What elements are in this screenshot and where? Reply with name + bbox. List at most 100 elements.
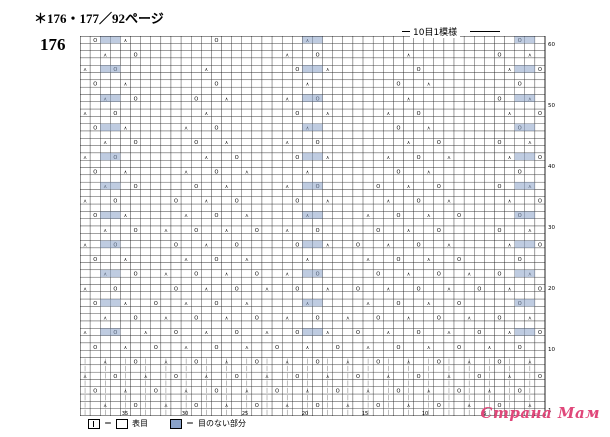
chart-cell [302,306,313,314]
chart-cell [130,342,141,351]
chart-cell [474,357,485,366]
chart-cell [393,72,404,81]
chart-cell [443,101,455,110]
chart-cell [110,160,121,168]
blank-cell [100,299,121,307]
chart-cell [150,284,162,292]
chart-cell [251,371,263,380]
chart-cell [504,291,515,300]
chart-cell [261,320,273,329]
chart-cell [191,350,202,358]
chart-cell [372,393,384,402]
chart-cell [433,291,445,300]
chart-cell [372,218,384,227]
chart-cell [271,393,283,402]
chart-cell [271,189,283,197]
chart-cell [484,196,495,205]
chart-cell [251,291,263,300]
chart-cell [110,130,121,139]
chart-cell [180,174,192,183]
chart-cell [423,65,434,73]
chart-cell [372,94,384,102]
chart-cell [494,101,505,110]
stitch-symbol: ⋏ [508,199,512,205]
chart-cell [453,203,465,212]
chart-cell [221,101,232,110]
chart-cell [433,43,445,51]
chart-cell [383,138,394,146]
chart-cell [362,196,374,205]
chart-cell [413,364,424,373]
chart-cell [504,94,515,102]
chart-cell [201,335,212,344]
chart-cell [211,50,222,59]
chart-cell [352,43,364,51]
chart-cell [231,116,242,124]
chart-cell [251,350,263,358]
chart-cell [413,130,424,139]
chart-cell [150,291,162,300]
chart-cell [393,218,404,227]
chart-cell [261,86,273,95]
chart-cell [383,145,394,154]
chart-cell [130,167,141,176]
chart-cell [160,328,172,336]
chart-cell [150,65,162,73]
chart-cell [413,94,424,102]
chart-cell [403,298,414,307]
chart-cell [433,72,445,81]
stitch-symbol: O [295,286,299,292]
chart-cell [292,130,303,139]
chart-cell [89,233,101,241]
chart-cell [423,240,434,249]
row-number: 40 [548,164,555,170]
chart-cell [211,72,222,81]
chart-cell [271,130,283,139]
chart-cell [342,328,354,336]
chart-cell [484,284,495,292]
chart-cell [251,298,263,307]
chart-cell [463,181,475,190]
chart-cell [110,145,121,154]
chart-cell [292,313,303,322]
chart-cell [110,255,121,263]
chart-cell [100,335,111,344]
chart-cell [100,79,111,88]
chart-cell [150,313,162,322]
chart-cell [281,101,293,110]
chart-cell [251,284,263,292]
legend: ＝ 表目 ＝ 目のない部分 [88,418,246,429]
chart-cell [423,101,434,110]
stitch-symbol: ⋏ [83,67,87,73]
chart-cell [342,335,354,344]
chart-cell [241,320,253,329]
chart-cell [140,43,151,51]
stitch-symbol: O [417,374,421,380]
chart-cell [130,123,141,132]
blank-cell [302,152,323,161]
chart-cell [322,181,333,190]
chart-cell [271,298,283,307]
chart-cell [140,225,151,234]
stitch-symbol: ⋏ [528,140,532,146]
chart-cell [342,79,354,88]
chart-cell [231,101,242,110]
chart-cell [534,138,546,146]
chart-cell [362,313,374,322]
chart-cell [281,203,293,212]
chart-cell [302,203,313,212]
chart-cell [463,240,475,249]
chart-cell [150,189,162,197]
chart-cell [241,174,253,183]
chart-cell [342,108,354,117]
chart-cell [433,371,445,380]
chart-cell [110,408,121,416]
chart-cell [221,276,232,285]
stitch-symbol: O [396,126,400,132]
chart-cell [312,291,323,300]
chart-cell [281,196,293,205]
row-number: 50 [548,103,555,109]
chart-cell [211,94,222,102]
chart-cell [80,145,91,154]
chart-cell [221,284,232,292]
